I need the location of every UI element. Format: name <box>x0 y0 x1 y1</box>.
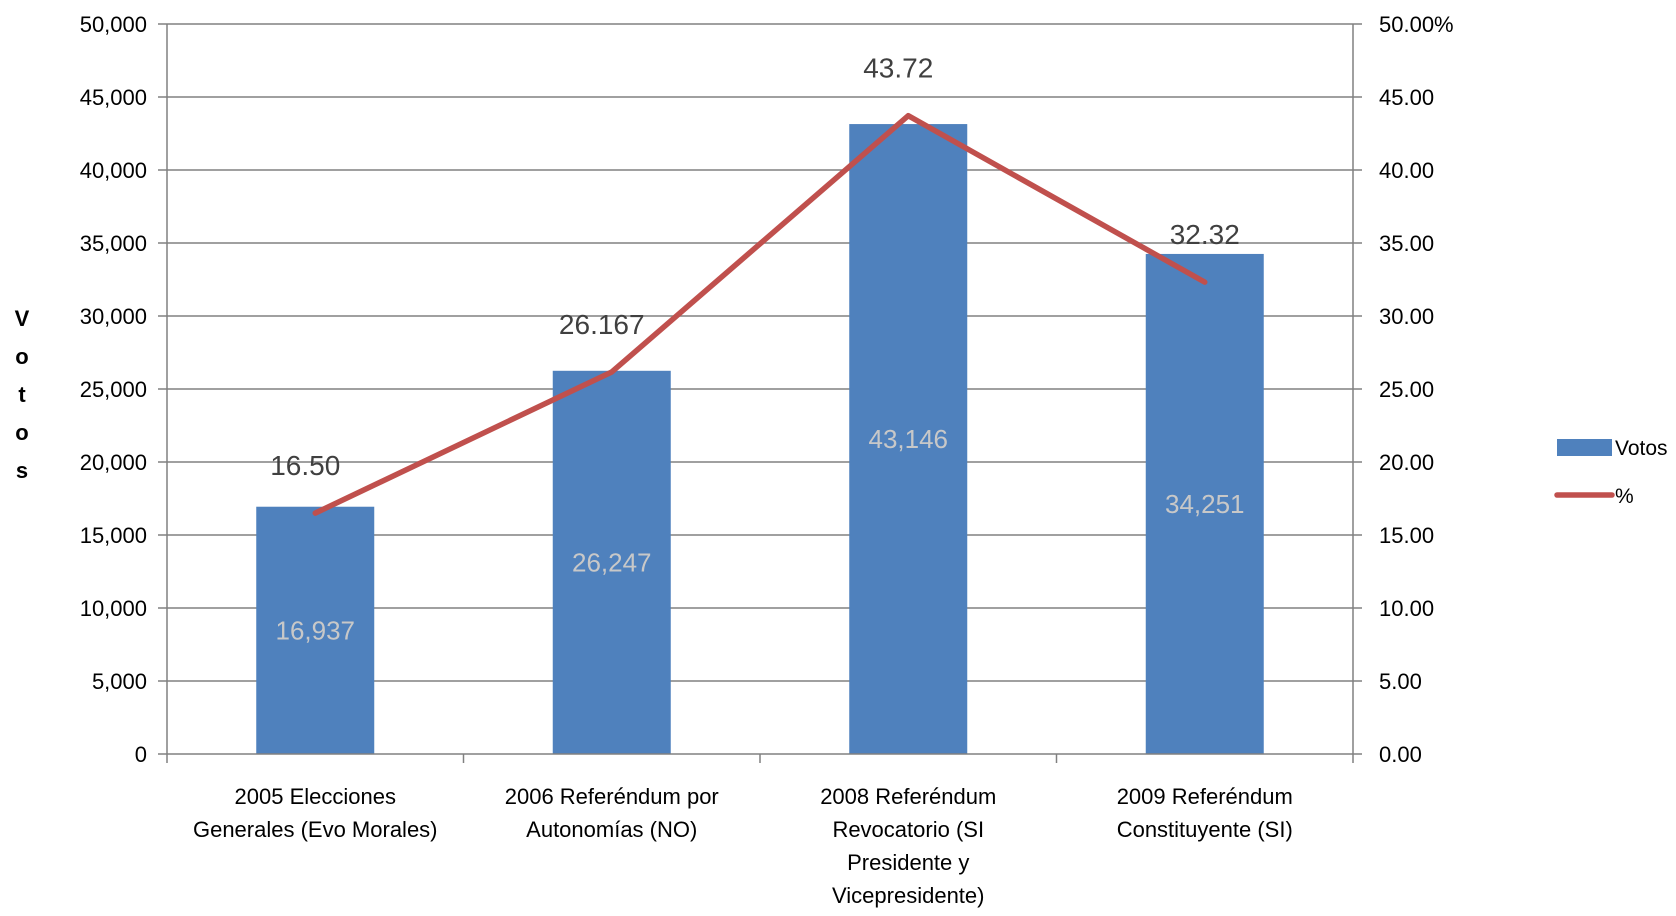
bar-series <box>256 124 1264 754</box>
bar-value-label: 16,937 <box>275 615 355 645</box>
bar-value-label: 34,251 <box>1165 489 1245 519</box>
category-label-line: 2008 Referéndum <box>820 784 996 809</box>
y2-tick-label: 50.00% <box>1379 12 1454 37</box>
y2-tick-label: 45.00 <box>1379 85 1434 110</box>
category-axis-labels: 2005 Elecciones Generales (Evo Morales)20… <box>193 784 1293 908</box>
y2-tick-label: 25.00 <box>1379 377 1434 402</box>
y-tick-label: 0 <box>135 742 147 767</box>
legend-label-votos: Votos <box>1615 437 1668 460</box>
y2-tick-label: 15.00 <box>1379 523 1434 548</box>
y2-tick-label: 10.00 <box>1379 596 1434 621</box>
category-label-line: Autonomías (NO) <box>526 817 697 842</box>
category-label: 2008 Referéndum Revocatorio (SI Presidente… <box>820 784 996 908</box>
category-label-line: Revocatorio (SI <box>832 817 984 842</box>
bar-value-label: 26,247 <box>572 547 652 577</box>
y-axis-title-char: s <box>16 458 28 483</box>
line-value-label: 32.32 <box>1170 219 1240 250</box>
y-tick-label: 50,000 <box>80 12 147 37</box>
y-axis-title-char: V <box>15 306 30 331</box>
y-tick-label: 10,000 <box>80 596 147 621</box>
line-data-labels: 16.50 26.167 43.72 32.32 <box>270 53 1240 481</box>
y2-tick-label: 35.00 <box>1379 231 1434 256</box>
line-value-label: 43.72 <box>863 53 933 84</box>
y-tick-label: 35,000 <box>80 231 147 256</box>
category-label-line: Constituyente (SI) <box>1117 817 1293 842</box>
y-axis-title-char: o <box>15 420 28 445</box>
y-axis-title-char: o <box>15 344 28 369</box>
category-label-line: Presidente y <box>847 850 969 875</box>
y2-tick-label: 20.00 <box>1379 450 1434 475</box>
right-axis-ticks: 0.00 5.00 10.00 15.00 20.00 25.00 30.00 35.00 40… <box>1379 12 1454 767</box>
y2-tick-label: 0.00 <box>1379 742 1422 767</box>
legend-label-percent: % <box>1615 485 1634 508</box>
y2-tick-label: 5.00 <box>1379 669 1422 694</box>
line-value-label: 16.50 <box>270 450 340 481</box>
y-axis-title-char: t <box>18 382 26 407</box>
y-tick-label: 30,000 <box>80 304 147 329</box>
legend: Votos% <box>1554 437 1668 508</box>
y-tick-label: 5,000 <box>92 669 147 694</box>
line-series <box>312 112 1208 516</box>
bar <box>552 370 671 754</box>
y2-tick-label: 40.00 <box>1379 158 1434 183</box>
category-label: 2006 Referéndum por Autonomías (NO) <box>505 784 719 842</box>
bar <box>256 506 375 754</box>
bar <box>1145 253 1264 754</box>
y-tick-label: 20,000 <box>80 450 147 475</box>
y2-tick-label: 30.00 <box>1379 304 1434 329</box>
left-axis-ticks: 0 5,000 10,000 15,000 20,000 25,000 30,000 35,0… <box>80 12 147 767</box>
y-tick-label: 45,000 <box>80 85 147 110</box>
bar-value-label: 43,146 <box>868 424 948 454</box>
axes <box>158 23 1362 763</box>
category-label: 2005 Elecciones Generales (Evo Morales) <box>193 784 438 842</box>
y-tick-label: 15,000 <box>80 523 147 548</box>
line-value-label: 26.167 <box>559 309 645 340</box>
line-path <box>312 112 1208 516</box>
y-tick-label: 25,000 <box>80 377 147 402</box>
legend-swatch-votos <box>1557 439 1612 456</box>
category-label-line: Vicepresidente) <box>832 883 984 908</box>
category-label-line: 2006 Referéndum por <box>505 784 719 809</box>
y-tick-label: 40,000 <box>80 158 147 183</box>
category-label-line: 2005 Elecciones <box>235 784 396 809</box>
bar <box>849 124 968 754</box>
category-label: 2009 Referéndum Constituyente (SI) <box>1117 784 1293 842</box>
category-label-line: 2009 Referéndum <box>1117 784 1293 809</box>
category-label-line: Generales (Evo Morales) <box>193 817 438 842</box>
bar-data-labels: 16,937 26,247 43,146 34,251 <box>275 424 1244 645</box>
